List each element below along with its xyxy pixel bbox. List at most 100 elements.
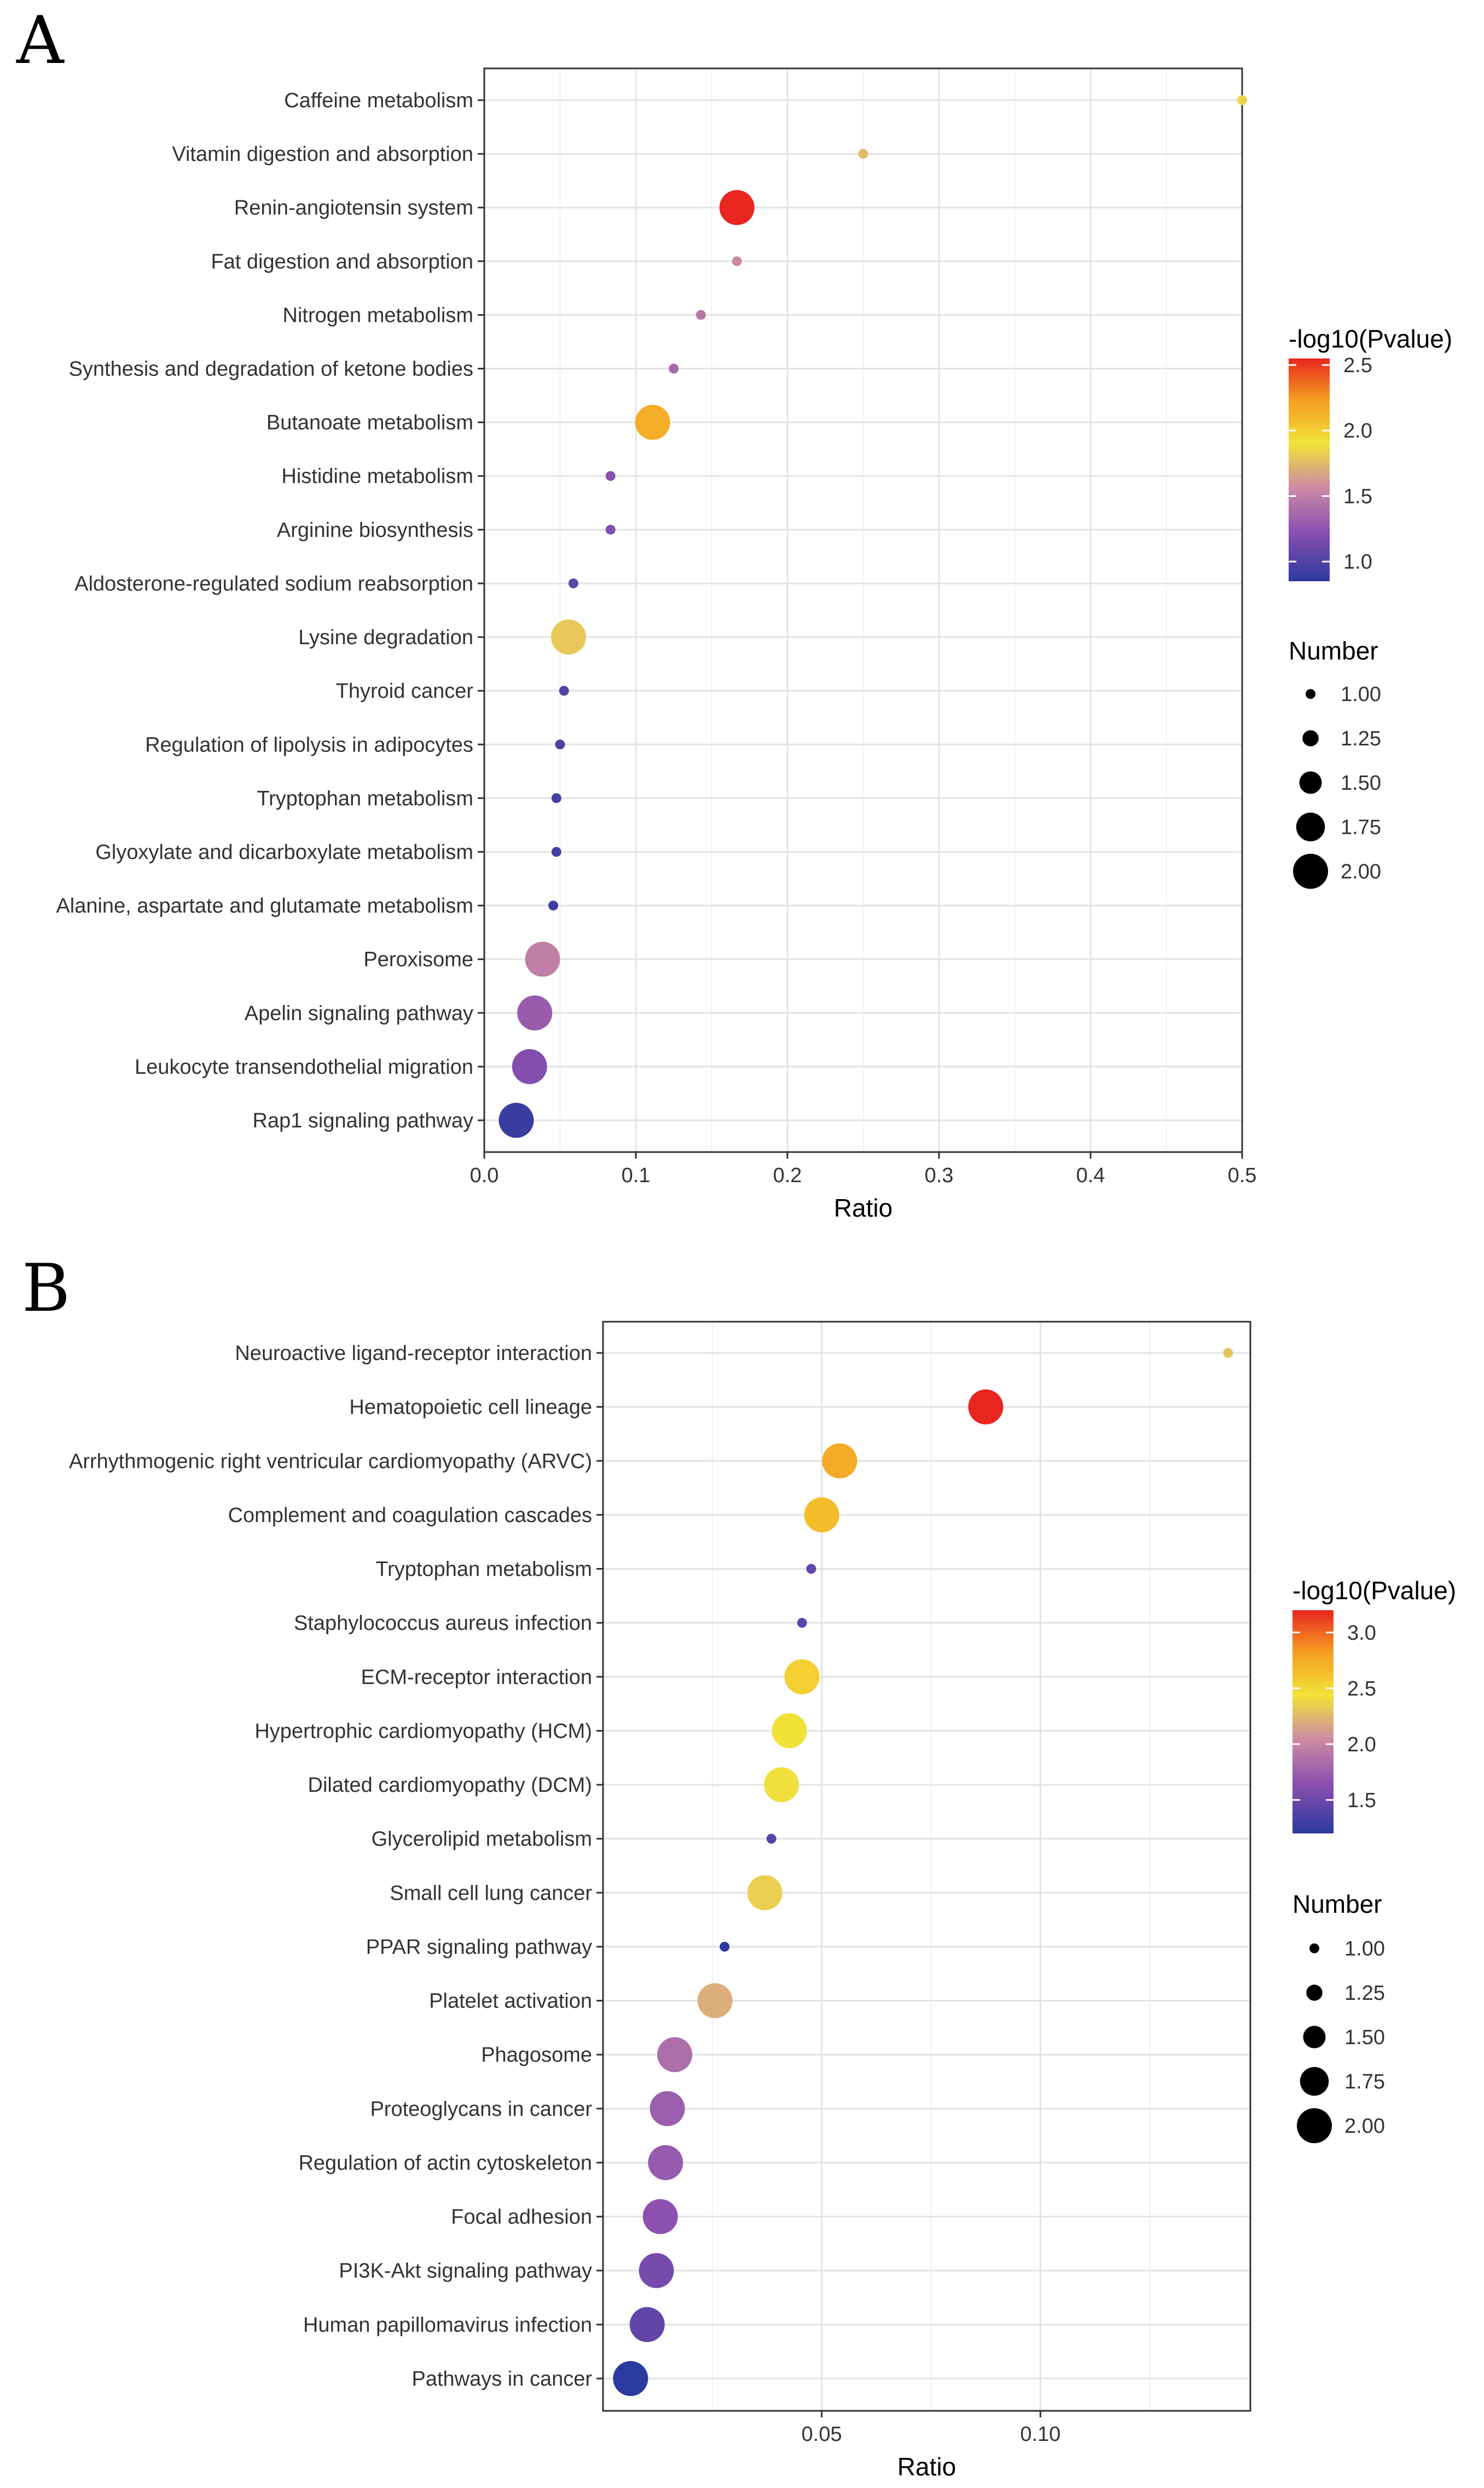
size-legend-label: 2.00 bbox=[1341, 860, 1381, 883]
data-bubble bbox=[822, 1443, 857, 1479]
data-bubble bbox=[555, 739, 565, 750]
x-tick-label: 0.10 bbox=[1020, 2423, 1060, 2446]
size-legend-title: Number bbox=[1292, 1890, 1382, 1918]
category-label: Small cell lung cancer bbox=[390, 1882, 592, 1905]
category-label: PPAR signaling pathway bbox=[366, 1936, 592, 1959]
x-tick-label: 0.4 bbox=[1076, 1164, 1105, 1187]
category-label: Human papillomavirus infection bbox=[303, 2313, 592, 2336]
category-label: Tryptophan metabolism bbox=[375, 1558, 592, 1581]
data-bubble bbox=[968, 1389, 1004, 1425]
size-legend-dot bbox=[1309, 1943, 1319, 1953]
data-bubble bbox=[525, 941, 560, 977]
category-label: Renin-angiotensin system bbox=[234, 196, 473, 219]
category-label: Tryptophan metabolism bbox=[257, 787, 473, 810]
category-label: Nitrogen metabolism bbox=[283, 304, 473, 327]
data-bubble bbox=[697, 1983, 733, 2018]
size-legend-dot bbox=[1300, 2067, 1329, 2096]
data-bubble bbox=[784, 1659, 820, 1694]
data-bubble bbox=[764, 1767, 799, 1803]
color-legend-title: -log10(Pvalue) bbox=[1289, 325, 1452, 353]
data-bubble bbox=[568, 578, 578, 588]
plot-border bbox=[483, 67, 1243, 1153]
colorbar-tick-label: 1.5 bbox=[1347, 1789, 1376, 1812]
data-bubble bbox=[797, 1618, 807, 1628]
data-bubble bbox=[605, 524, 616, 535]
data-bubble bbox=[642, 2199, 678, 2235]
colorbar-tick-label: 2.0 bbox=[1343, 420, 1372, 443]
x-tick-label: 0.3 bbox=[925, 1164, 954, 1187]
size-legend-label: 1.50 bbox=[1344, 2026, 1385, 2049]
data-bubble bbox=[772, 1713, 807, 1749]
size-legend-label: 1.25 bbox=[1344, 1982, 1385, 2005]
colorbar bbox=[1292, 1610, 1334, 1833]
data-bubble bbox=[695, 310, 706, 320]
data-bubble bbox=[635, 404, 670, 440]
colorbar-tick-label: 2.5 bbox=[1343, 354, 1372, 377]
size-legend-label: 2.00 bbox=[1344, 2115, 1385, 2138]
bubble-chart-a: Caffeine metabolism Vitamin digestion and… bbox=[56, 67, 1452, 1222]
category-label: Leukocyte transendothelial migration bbox=[135, 1056, 473, 1079]
category-label: Alanine, aspartate and glutamate metabol… bbox=[56, 895, 473, 918]
colorbar-tick-label: 3.0 bbox=[1347, 1622, 1376, 1645]
category-label: Staphylococcus aureus infection bbox=[294, 1612, 592, 1635]
category-label: Lysine degradation bbox=[298, 626, 473, 649]
category-label: Arginine biosynthesis bbox=[277, 519, 473, 542]
x-tick-label: 0.05 bbox=[802, 2423, 842, 2446]
data-bubble bbox=[605, 471, 616, 481]
data-bubble bbox=[551, 793, 561, 803]
category-label: Dilated cardiomyopathy (DCM) bbox=[308, 1774, 593, 1797]
data-bubble bbox=[732, 256, 742, 267]
category-label: Proteoglycans in cancer bbox=[370, 2098, 592, 2121]
category-label: Rap1 signaling pathway bbox=[253, 1109, 474, 1132]
data-bubble bbox=[720, 1941, 730, 1952]
colorbar bbox=[1289, 358, 1330, 581]
data-bubble bbox=[669, 363, 679, 374]
category-label: Regulation of actin cytoskeleton bbox=[298, 2151, 592, 2174]
colorbar-tick-label: 1.0 bbox=[1343, 551, 1372, 574]
size-legend-label: 1.00 bbox=[1341, 683, 1381, 706]
size-legend-label: 1.75 bbox=[1341, 816, 1381, 839]
data-bubble bbox=[613, 2361, 648, 2396]
x-tick-label: 0.0 bbox=[470, 1164, 499, 1187]
panel-label-a: A bbox=[16, 3, 65, 79]
category-label: Fat digestion and absorption bbox=[211, 250, 473, 273]
plot-border bbox=[602, 1321, 1251, 2412]
size-legend-label: 1.75 bbox=[1344, 2070, 1385, 2093]
data-bubble bbox=[498, 1103, 534, 1138]
x-tick-label: 0.1 bbox=[622, 1164, 651, 1187]
x-axis-title: Ratio bbox=[834, 1194, 892, 1222]
colorbar-tick-label: 1.5 bbox=[1343, 485, 1372, 508]
size-legend-label: 1.50 bbox=[1341, 772, 1381, 795]
data-bubble bbox=[548, 900, 559, 911]
data-bubble bbox=[629, 2307, 665, 2342]
data-bubble bbox=[551, 620, 587, 655]
data-bubble bbox=[747, 1875, 782, 1911]
category-label: Caffeine metabolism bbox=[284, 89, 473, 112]
category-label: PI3K-Akt signaling pathway bbox=[339, 2260, 592, 2283]
color-legend-title: -log10(Pvalue) bbox=[1292, 1576, 1456, 1605]
data-bubble bbox=[559, 686, 569, 696]
size-legend-dot bbox=[1303, 2026, 1326, 2049]
size-legend-label: 1.25 bbox=[1341, 727, 1381, 750]
size-legend-dot bbox=[1297, 2108, 1332, 2143]
panel-label-b: B bbox=[22, 1251, 70, 1327]
category-label: ECM-receptor interaction bbox=[361, 1666, 592, 1689]
data-bubble bbox=[804, 1497, 839, 1532]
colorbar-tick-label: 2.5 bbox=[1347, 1677, 1376, 1700]
data-bubble bbox=[639, 2253, 674, 2288]
data-bubble bbox=[858, 149, 868, 159]
category-label: Hypertrophic cardiomyopathy (HCM) bbox=[254, 1720, 592, 1743]
category-label: Synthesis and degradation of ketone bodi… bbox=[69, 358, 473, 381]
size-legend-dot bbox=[1306, 689, 1315, 699]
size-legend-dot bbox=[1299, 771, 1322, 794]
data-bubble bbox=[648, 2145, 683, 2180]
category-label: Platelet activation bbox=[429, 1990, 592, 2013]
category-label: Pathways in cancer bbox=[412, 2368, 593, 2391]
category-label: Histidine metabolism bbox=[281, 465, 473, 488]
data-bubble bbox=[517, 995, 553, 1031]
data-bubble bbox=[650, 2091, 685, 2126]
data-bubble bbox=[1237, 95, 1247, 105]
data-bubble bbox=[1223, 1348, 1233, 1358]
size-legend-dot bbox=[1306, 1984, 1323, 2001]
